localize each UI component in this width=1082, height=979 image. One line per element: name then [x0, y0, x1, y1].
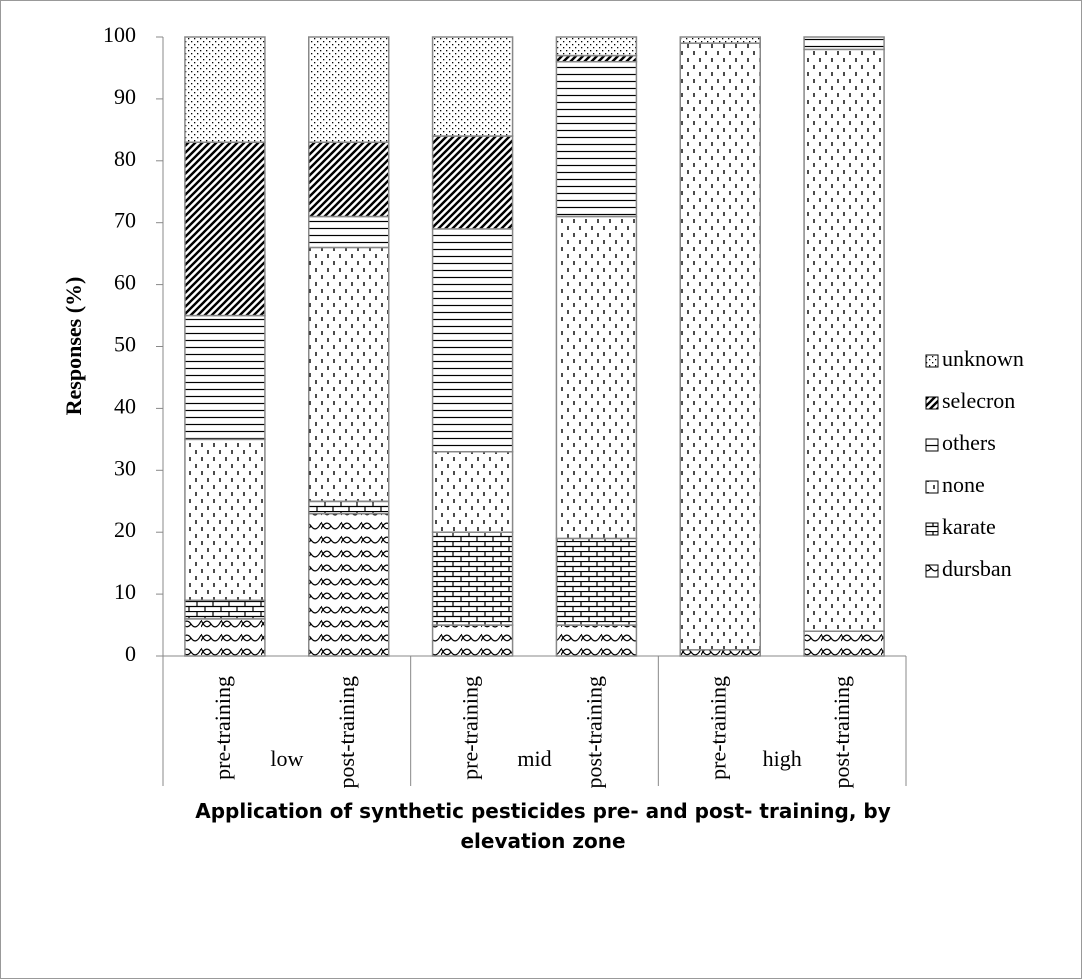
legend-swatch [925, 354, 939, 368]
bar-segment [184, 599, 266, 620]
bar-segment [679, 36, 761, 44]
bar-segment [555, 624, 638, 657]
y-tick-label: 40 [114, 393, 136, 418]
bar-segment [308, 500, 390, 515]
bar-segment [803, 48, 885, 632]
x-tick-label: post-training [829, 676, 854, 788]
bar-segment [431, 228, 514, 453]
legend-swatch [925, 480, 939, 494]
bar-segment [308, 246, 390, 502]
bar-segment [555, 54, 638, 63]
legend-swatch [925, 396, 939, 410]
legend-swatch [925, 438, 939, 452]
bar-segment [431, 450, 514, 533]
x-tick-label: post-training [334, 676, 359, 788]
bar-segment [431, 624, 514, 657]
bar-segment [803, 36, 885, 51]
y-tick-label: 30 [114, 455, 136, 480]
bar-segment [431, 135, 514, 230]
y-tick-label: 10 [114, 579, 136, 604]
group-label: high [763, 746, 802, 771]
y-axis-label: Responses (%) [61, 277, 86, 416]
y-tick-label: 70 [114, 208, 136, 233]
legend-label: karate [942, 514, 996, 539]
y-tick-label: 20 [114, 517, 136, 542]
legend-label: none [942, 472, 985, 497]
bar-segment [431, 36, 514, 137]
x-tick-label: pre-training [705, 676, 730, 780]
y-tick-label: 90 [114, 84, 136, 109]
y-tick-label: 100 [103, 22, 136, 47]
bar-segment [184, 141, 266, 317]
bar-segment [184, 314, 266, 441]
x-tick-label: post-training [581, 676, 606, 788]
bar-segment [679, 42, 761, 651]
y-tick-label: 60 [114, 270, 136, 295]
legend-label: selecron [942, 388, 1015, 413]
x-tick-label: pre-training [458, 676, 483, 780]
group-label: mid [517, 746, 551, 771]
legend-label: unknown [942, 346, 1024, 371]
bar-segment [308, 512, 390, 657]
legend-swatch [925, 522, 939, 536]
bar-segment [308, 36, 390, 143]
x-tick-label: pre-training [210, 676, 235, 780]
x-axis-label: Application of synthetic pesticides pre-… [195, 799, 891, 853]
y-tick-label: 0 [125, 641, 136, 666]
bar-segment [803, 630, 885, 657]
bar-segment [555, 215, 638, 540]
bar-segment [555, 36, 638, 57]
bar-segment [184, 438, 266, 602]
legend-label: dursban [942, 556, 1012, 581]
bar-segment [184, 36, 266, 143]
legend-swatch [925, 564, 939, 578]
y-tick-label: 80 [114, 146, 136, 171]
bar-segment [555, 537, 638, 626]
bar-segment [308, 141, 390, 218]
legend-label: others [942, 430, 996, 455]
bar-segment [431, 531, 514, 626]
bar-segment [555, 61, 638, 218]
bar-segment [184, 618, 266, 657]
y-tick-label: 50 [114, 332, 136, 357]
bar-segment [308, 215, 390, 249]
bar-segment [679, 649, 761, 657]
group-label: low [270, 746, 303, 771]
